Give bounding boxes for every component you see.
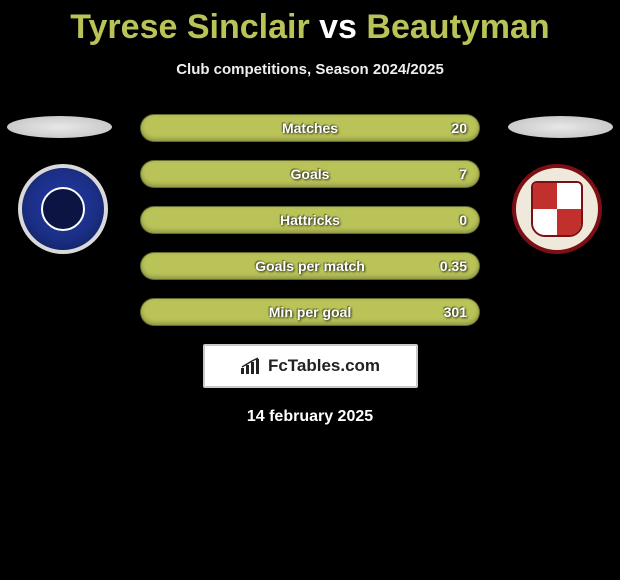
right-club-crest — [512, 164, 602, 254]
left-crest-ring — [18, 164, 108, 254]
stat-value-right: 0.35 — [440, 258, 467, 274]
subtitle: Club competitions, Season 2024/2025 — [0, 61, 620, 78]
right-pedestal — [508, 116, 613, 138]
left-club-crest — [18, 164, 108, 254]
stat-row-gpm: Goals per match 0.35 — [140, 252, 480, 280]
stat-label: Min per goal — [269, 304, 351, 320]
stat-value-right: 0 — [459, 212, 467, 228]
left-crest-center — [41, 187, 85, 231]
title-vs: vs — [319, 8, 357, 46]
stat-row-hattricks: Hattricks 0 — [140, 206, 480, 234]
stat-value-right: 301 — [444, 304, 467, 320]
content-area: Matches 20 Goals 7 Hattricks 0 Goals per… — [0, 114, 620, 426]
brand-box: FcTables.com — [203, 344, 418, 388]
brand-text: FcTables.com — [268, 356, 380, 376]
comparison-title: Tyrese Sinclair vs Beautyman — [0, 0, 620, 47]
stat-row-mpg: Min per goal 301 — [140, 298, 480, 326]
stat-bars: Matches 20 Goals 7 Hattricks 0 Goals per… — [140, 114, 480, 326]
player2-name: Beautyman — [366, 8, 549, 46]
bar-chart-icon — [240, 357, 262, 375]
right-crest-ring — [512, 164, 602, 254]
stat-label: Goals — [291, 166, 330, 182]
right-crest-shield — [531, 181, 583, 237]
left-pedestal — [7, 116, 112, 138]
stat-value-right: 20 — [451, 120, 467, 136]
stat-row-matches: Matches 20 — [140, 114, 480, 142]
stat-value-right: 7 — [459, 166, 467, 182]
comparison-date: 14 february 2025 — [0, 408, 620, 426]
stat-label: Goals per match — [255, 258, 365, 274]
player1-name: Tyrese Sinclair — [70, 8, 309, 46]
stat-label: Matches — [282, 120, 338, 136]
stat-label: Hattricks — [280, 212, 340, 228]
stat-row-goals: Goals 7 — [140, 160, 480, 188]
